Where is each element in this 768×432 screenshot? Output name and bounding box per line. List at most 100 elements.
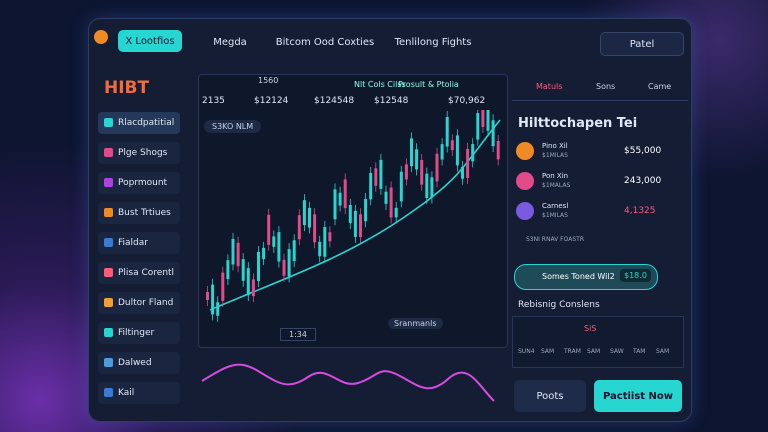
mini-label: SUN4 xyxy=(518,348,535,355)
candle xyxy=(241,259,245,281)
candle xyxy=(246,268,250,296)
candle xyxy=(343,179,347,209)
candle xyxy=(348,204,352,224)
panel-tabs xyxy=(512,72,688,101)
chart-panel xyxy=(198,74,508,348)
candle xyxy=(394,207,398,218)
candle xyxy=(486,110,490,131)
sidebar-item[interactable]: Filtinger xyxy=(98,322,180,344)
candle xyxy=(257,251,260,282)
price-chart xyxy=(206,110,501,322)
candle xyxy=(262,247,266,260)
candle xyxy=(410,138,413,167)
candle xyxy=(292,240,296,262)
candle xyxy=(430,177,434,198)
icon xyxy=(104,268,113,277)
candle xyxy=(404,164,408,180)
price: $70,962 xyxy=(448,96,486,106)
candle xyxy=(236,242,240,267)
button[interactable]: Pactiist Now xyxy=(594,380,682,412)
candle xyxy=(297,215,301,240)
icon xyxy=(104,208,113,217)
button[interactable]: Poots xyxy=(514,380,586,412)
nav-item[interactable]: Megda xyxy=(213,36,247,48)
mini-label: SAM xyxy=(656,348,670,355)
candle xyxy=(221,272,225,302)
sidebar-item[interactable]: Kail xyxy=(98,382,180,404)
candle xyxy=(369,172,373,200)
chart-tag: S3KO NLM xyxy=(204,120,262,133)
sidebar-item[interactable]: Bust Trtiues xyxy=(98,202,180,224)
candle xyxy=(272,236,276,247)
brand: HIBT xyxy=(104,78,150,98)
candle xyxy=(353,210,357,237)
panel-tab[interactable]: Matuls xyxy=(536,82,563,91)
chart-code: 1560 xyxy=(258,76,279,85)
sidebar-item[interactable]: Plge Shogs xyxy=(98,142,180,164)
candle xyxy=(374,168,378,186)
candle xyxy=(420,159,424,185)
candle xyxy=(445,117,449,147)
row-name: Pino Xil xyxy=(542,142,568,150)
candle xyxy=(359,214,362,238)
candle xyxy=(364,198,368,222)
panel-tab[interactable]: Came xyxy=(648,82,672,91)
mini-label: TRAM xyxy=(564,348,581,355)
row-value: $55,000 xyxy=(624,146,662,156)
sidebar-item[interactable]: Dultor Fland xyxy=(98,292,180,314)
icon xyxy=(104,238,113,247)
candle xyxy=(461,166,464,179)
row-sub: $1MILAS xyxy=(542,152,568,159)
candle xyxy=(466,148,470,178)
row-value: 243,000 xyxy=(624,176,662,186)
candle xyxy=(333,189,337,220)
active-tab[interactable]: X Lootfios xyxy=(118,30,182,52)
candle xyxy=(425,173,429,199)
icon xyxy=(104,178,113,187)
top-action[interactable]: Patel xyxy=(600,32,684,56)
candle xyxy=(415,149,419,170)
row-name: Carnesl xyxy=(542,202,569,210)
panel-tab[interactable]: Sons xyxy=(596,82,616,91)
candle xyxy=(282,259,286,276)
candle xyxy=(287,249,291,277)
icon xyxy=(104,328,113,337)
chart-tab[interactable]: Prosult & Ptolia xyxy=(398,80,459,89)
icon xyxy=(104,118,113,127)
candle xyxy=(471,144,475,162)
pill-label: Somes Toned Wil2 xyxy=(542,272,615,281)
indicator-line xyxy=(201,363,495,402)
chart-tab[interactable]: Nlt Cols Cilss xyxy=(354,80,406,89)
candle xyxy=(308,207,311,228)
candle xyxy=(399,171,403,202)
candle xyxy=(481,110,485,127)
candle xyxy=(476,113,480,140)
sidebar-item[interactable]: Fialdar xyxy=(98,232,180,254)
candle xyxy=(389,187,393,218)
mini-panel xyxy=(512,316,684,368)
sidebar-item[interactable]: Dalwed xyxy=(98,352,180,374)
price: $12124 xyxy=(254,96,289,106)
sidebar-item[interactable]: Plisa Corentl xyxy=(98,262,180,284)
sidebar-item[interactable]: Rlacdpatitial xyxy=(98,112,180,134)
candle xyxy=(313,214,317,243)
nav-item[interactable]: Tenlilong Fights xyxy=(394,36,472,48)
row-icon xyxy=(516,142,534,160)
time-label: 1:34 xyxy=(280,328,316,341)
icon xyxy=(104,358,113,367)
bottom-label: Sranmanls xyxy=(388,318,443,329)
candle xyxy=(384,191,388,204)
mini-label: SAM xyxy=(541,348,555,355)
small-text: S3NI RNAV FOASTR xyxy=(526,236,584,243)
pill-value: $18.0 xyxy=(620,269,651,282)
price: $12548 xyxy=(374,96,409,106)
sidebar-item[interactable]: Poprmount xyxy=(98,172,180,194)
row-icon xyxy=(516,202,534,220)
candle xyxy=(323,227,327,257)
candle xyxy=(338,192,342,206)
candle xyxy=(455,135,459,166)
candle xyxy=(379,159,383,189)
trend-line xyxy=(209,119,501,311)
nav-item[interactable]: Bitcom Ood Coxties xyxy=(275,36,375,48)
